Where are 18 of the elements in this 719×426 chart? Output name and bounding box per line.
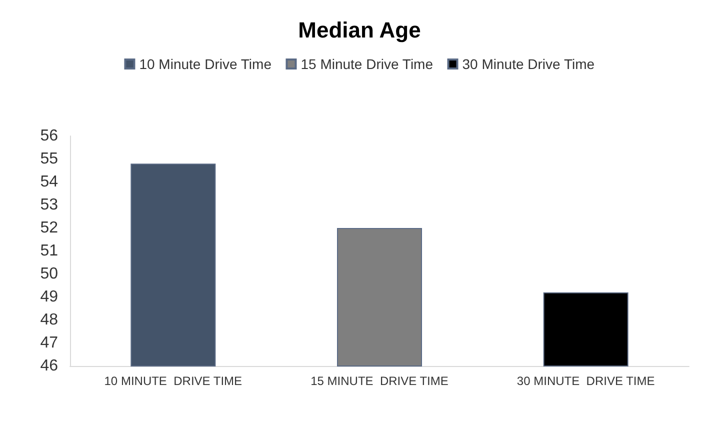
y-tick-label: 56 — [40, 128, 58, 144]
legend-label: 30 Minute Drive Time — [462, 56, 595, 72]
x-tick-label: 15 MINUTE DRIVE TIME — [310, 374, 448, 388]
legend-label: 15 Minute Drive Time — [300, 56, 434, 72]
y-tick-label: 54 — [40, 174, 58, 190]
x-tick-label: 10 MINUTE DRIVE TIME — [104, 374, 242, 388]
y-tick-label: 47 — [40, 334, 58, 352]
y-tick-label: 46 — [40, 358, 58, 374]
y-tick-label: 51 — [40, 242, 58, 260]
y-tick-label: 55 — [40, 150, 58, 168]
y-tick-label: 49 — [40, 288, 58, 306]
y-tick-label: 52 — [40, 220, 58, 236]
y-tick-label: 48 — [40, 312, 58, 328]
y-tick-label: 53 — [40, 196, 58, 214]
legend-label: 10 Minute Drive Time — [139, 56, 272, 72]
y-tick-label: 50 — [40, 266, 58, 282]
x-tick-label: 30 MINUTE DRIVE TIME — [516, 374, 655, 388]
chart-title: Median Age — [298, 18, 421, 42]
